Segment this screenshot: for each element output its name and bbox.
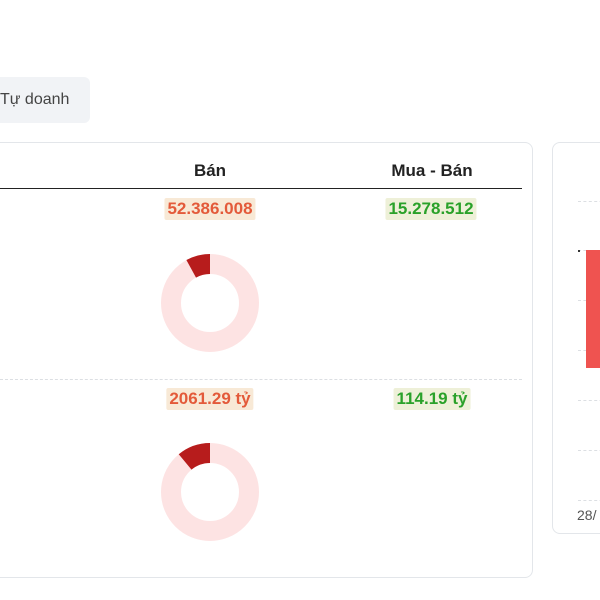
- column-header-ban: Bán: [193, 161, 227, 180]
- row-divider: [0, 379, 522, 380]
- row2-ban-value: 2061.29 tỷ: [166, 388, 254, 410]
- donut-slice: [161, 254, 259, 352]
- row2-mua-ban-value: 114.19 tỷ: [393, 388, 471, 410]
- tab-tu-doanh[interactable]: Tự doanh: [0, 77, 90, 123]
- bar-cap: [578, 250, 580, 252]
- donut-slice: [161, 443, 259, 541]
- donut-track: [161, 443, 259, 541]
- gridline: [578, 450, 600, 451]
- gridline: [578, 201, 600, 202]
- row1-ban-value: 52.386.008: [164, 198, 256, 220]
- header-divider: [0, 188, 522, 189]
- gridline: [578, 400, 600, 401]
- donut-track: [161, 254, 259, 352]
- gridline: [578, 500, 600, 501]
- row2-sell-donut: [161, 443, 259, 541]
- tab-label: Tự doanh: [0, 91, 70, 108]
- column-header-mua-ban: Mua - Bán: [391, 161, 473, 180]
- row1-mua-ban-value: 15.278.512: [385, 198, 477, 220]
- row1-sell-donut: [161, 254, 259, 352]
- x-tick-label: 28/: [577, 507, 597, 523]
- chart-bar: [586, 250, 600, 368]
